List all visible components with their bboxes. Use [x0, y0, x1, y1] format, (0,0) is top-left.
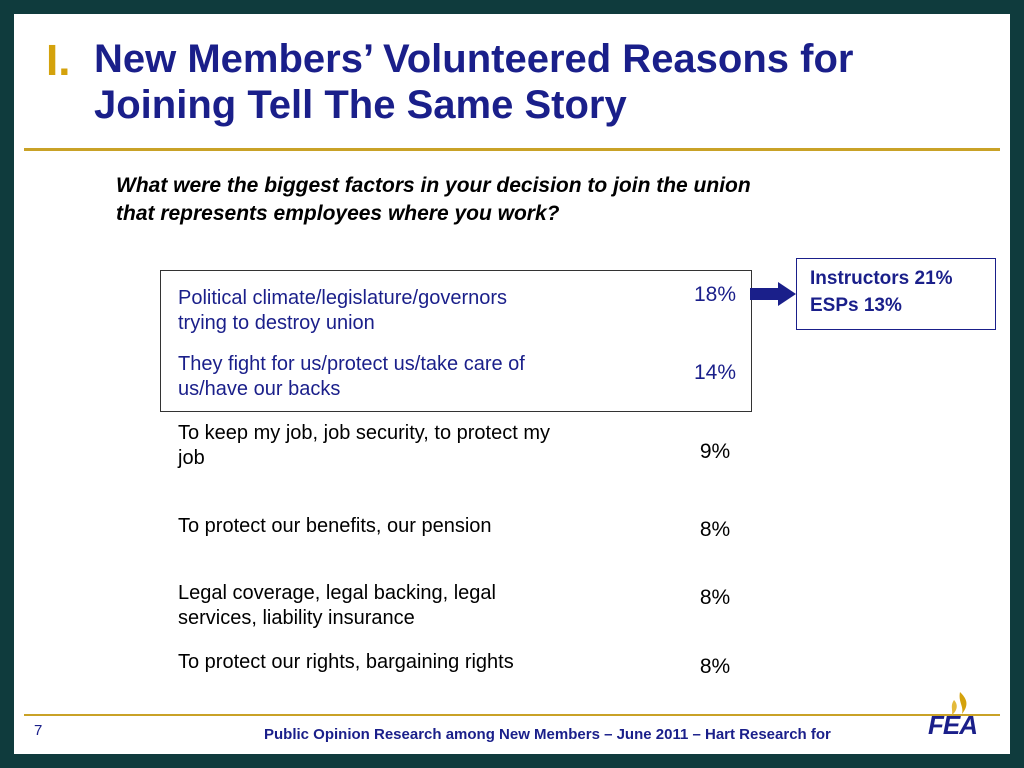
reason-row-1-line-2: trying to destroy union: [178, 312, 375, 334]
reason-row-5-line-1: Legal coverage, legal backing, legal: [178, 582, 496, 604]
title-divider: [24, 148, 1000, 151]
title-line-2: Joining Tell The Same Story: [94, 83, 627, 127]
reason-row-5-percent: 8%: [699, 586, 731, 609]
footer-source: Public Opinion Research among New Member…: [264, 726, 831, 743]
reason-row-6-percent: 8%: [699, 655, 731, 678]
reason-row-3-line-2: job: [178, 447, 205, 469]
reason-row-3-label: To keep my job, job security, to protect…: [178, 421, 668, 471]
subgroup-callout: Instructors 21% ESPs 13%: [796, 258, 996, 330]
reason-row-5-label: Legal coverage, legal backing, legal ser…: [178, 581, 668, 631]
highlight-box: [160, 270, 752, 412]
page-title: New Members’ Volunteered Reasons for Joi…: [94, 36, 994, 128]
page-number: 7: [34, 722, 43, 739]
reason-row-6-line-1: To protect our rights, bargaining rights: [178, 651, 514, 673]
reason-row-3-line-1: To keep my job, job security, to protect…: [178, 422, 551, 444]
callout-line-1: Instructors 21%: [810, 268, 953, 289]
title-line-1: New Members’ Volunteered Reasons for: [94, 37, 854, 81]
arrow-right-icon: [750, 282, 796, 306]
logo-text: FEA: [928, 710, 978, 740]
reason-row-3-percent: 9%: [699, 440, 731, 463]
reason-row-5-line-2: services, liability insurance: [178, 607, 415, 629]
slide: I. New Members’ Volunteered Reasons for …: [14, 14, 1010, 754]
reason-row-2-line-2: us/have our backs: [178, 378, 341, 400]
reason-row-2-percent: 14%: [693, 361, 737, 384]
question-line-1: What were the biggest factors in your de…: [116, 174, 751, 197]
fea-logo: FEA: [920, 690, 1000, 750]
reason-row-4-label: To protect our benefits, our pension: [178, 514, 668, 539]
reason-row-1-label: Political climate/legislature/governors …: [178, 286, 668, 336]
reason-row-4-percent: 8%: [699, 518, 731, 541]
reason-row-6-label: To protect our rights, bargaining rights: [178, 650, 668, 675]
question-line-2: that represents employees where you work…: [116, 202, 560, 225]
section-numeral: I.: [46, 36, 71, 85]
reason-row-1-percent: 18%: [693, 283, 737, 306]
reason-row-2-label: They fight for us/protect us/take care o…: [178, 352, 668, 402]
reason-row-2-line-1: They fight for us/protect us/take care o…: [178, 353, 525, 375]
callout-line-2: ESPs 13%: [810, 295, 902, 316]
reason-row-4-line-1: To protect our benefits, our pension: [178, 515, 492, 537]
footer-divider: [24, 714, 1000, 716]
flame-icon: [951, 692, 967, 715]
survey-question: What were the biggest factors in your de…: [116, 172, 916, 228]
reason-row-1-line-1: Political climate/legislature/governors: [178, 287, 508, 309]
